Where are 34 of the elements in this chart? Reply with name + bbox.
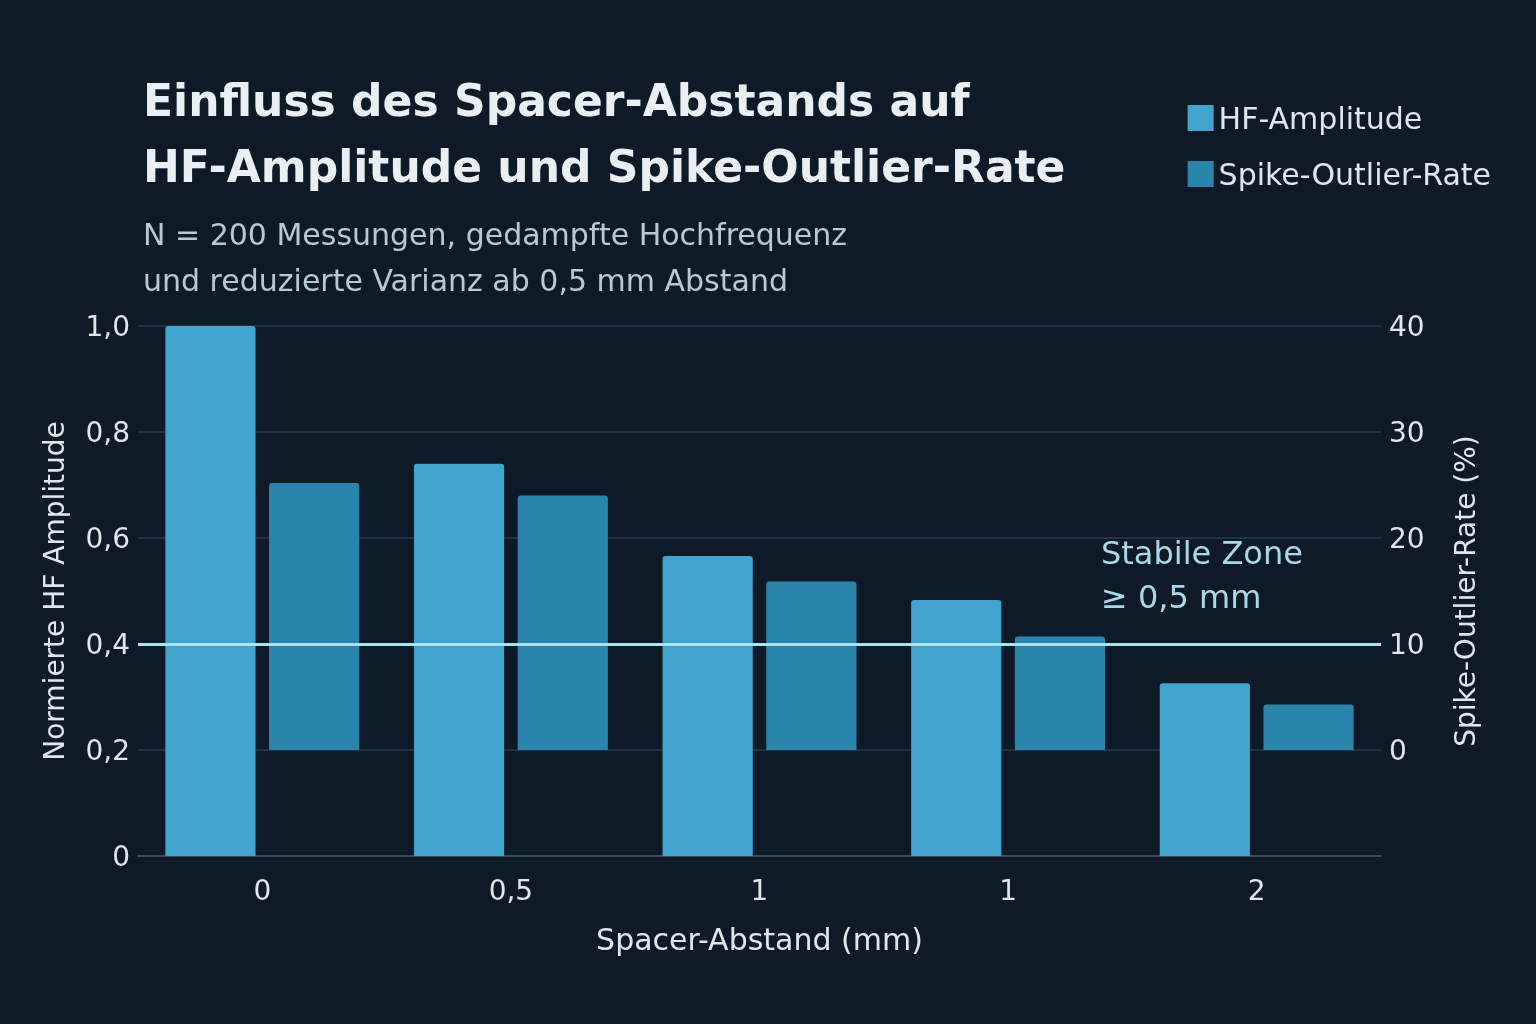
y-tick-label: 0,8 (85, 415, 130, 449)
y2-tick-label: 30 (1389, 415, 1425, 449)
bar (1263, 704, 1354, 750)
y-tick-label: 0,4 (85, 627, 130, 661)
y2-tick-label: 10 (1389, 627, 1425, 661)
chart-title: Einfluss des Spacer-Abstands auf HF-Amplitude und Spike-Outlier-Rate (143, 74, 1066, 192)
x-tick-label: 0 (253, 873, 272, 907)
chart-subtitle: N = 200 Messungen, gedampfte Hochfrequenz und reduzierte Varianz ab 0,5 mm Abstand (143, 216, 848, 298)
bar (1014, 636, 1106, 750)
bar (662, 556, 753, 856)
x-tick-label: 2 (1247, 873, 1266, 907)
x-tick-label: 0,5 (488, 873, 534, 907)
ref-line-label: Stabile Zone ≥ 0,5 mm (1101, 534, 1303, 616)
x-tick-label: 1 (999, 873, 1018, 907)
legend-label: HF-Amplitude (1218, 100, 1423, 136)
bar (165, 326, 256, 856)
bar (413, 463, 505, 856)
y-tick-label: 1,0 (85, 309, 130, 343)
bar (269, 482, 360, 750)
y-tick-label: 0 (112, 839, 130, 873)
bar (517, 495, 608, 750)
legend-label: Spike-Outlier-Rate (1218, 156, 1491, 192)
y2-tick-label: 20 (1389, 521, 1425, 555)
bar (766, 581, 857, 750)
y-tick-label: 0,6 (85, 521, 130, 555)
x-tick-label: 1 (750, 873, 769, 907)
bar (1159, 683, 1250, 856)
x-axis-title: Spacer-Abstand (mm) (596, 921, 923, 957)
y2-tick-label: 0 (1389, 733, 1407, 767)
y-tick-label: 0,2 (85, 733, 130, 767)
bar (911, 600, 1002, 856)
y2-axis-title: Spike-Outlier-Rate (%) (1448, 435, 1482, 747)
y-axis-title: Normierte HF Amplitude (37, 421, 71, 761)
y2-tick-label: 40 (1389, 309, 1425, 343)
